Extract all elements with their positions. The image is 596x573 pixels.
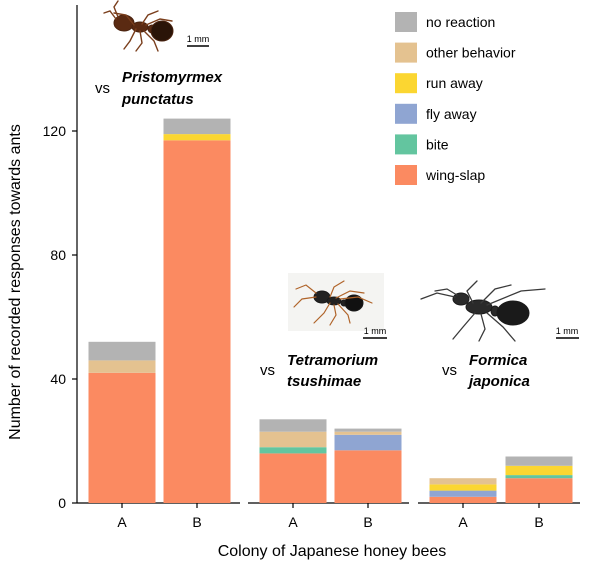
legend: no reaction other behavior run away fly awa… (395, 12, 516, 185)
legend-swatch (395, 165, 417, 185)
bar-segment-fly-away (334, 434, 402, 451)
x-category-label: B (363, 514, 372, 530)
y-axis-title: Number of recorded responses towards ant… (7, 124, 24, 440)
y-tick-label: 0 (58, 495, 66, 511)
species-2-line1: Tetramorium (287, 352, 378, 369)
legend-label: no reaction (426, 14, 495, 30)
bar-segment-other-behavior (334, 431, 402, 435)
legend-label: bite (426, 136, 449, 152)
species-1-line2: punctatus (121, 91, 194, 108)
vs-label-3: vs (442, 362, 457, 379)
ant-image-tetramorium (288, 273, 384, 331)
bar-segment-other-behavior (259, 431, 327, 448)
y-tick-label: 120 (43, 123, 67, 139)
bar-segment-no-reaction (88, 341, 156, 361)
bar-segment-wing-slap (429, 496, 497, 503)
legend-label: other behavior (426, 45, 516, 61)
x-category-label: B (192, 514, 201, 530)
legend-label: fly away (426, 106, 477, 122)
x-category-label: A (117, 514, 127, 530)
bar-segment-wing-slap (88, 372, 156, 503)
legend-label: wing-slap (425, 167, 485, 183)
bar-segment-run-away (163, 134, 231, 141)
x-axis-title: Colony of Japanese honey bees (218, 543, 447, 560)
ant-image-pristomyrmex (103, 0, 174, 52)
bar-segment-wing-slap (334, 450, 402, 503)
bar-segment-no-reaction (334, 428, 402, 432)
scale-bar-2: 1 mm (363, 326, 387, 339)
bars (88, 118, 573, 504)
legend-swatch (395, 12, 417, 32)
vs-label-1: vs (95, 80, 110, 97)
scale-bar-3: 1 mm (556, 326, 579, 339)
bar-segment-other-behavior (88, 360, 156, 373)
y-tick-label: 80 (50, 247, 66, 263)
species-3-line1: Formica (469, 352, 527, 369)
bar-segment-other-behavior (429, 478, 497, 485)
legend-swatch (395, 42, 417, 63)
y-ticks: 0 40 80 120 (43, 123, 77, 511)
species-2-line2: tsushimae (287, 373, 361, 390)
x-category-label: A (288, 514, 298, 530)
scale-label-2: 1 mm (364, 326, 387, 336)
bar-segment-no-reaction (163, 118, 231, 135)
scale-label-1: 1 mm (187, 34, 210, 44)
x-category-label: A (458, 514, 468, 530)
scale-label-3: 1 mm (556, 326, 579, 336)
legend-swatch (395, 73, 417, 94)
bar-segment-no-reaction (259, 419, 327, 432)
bar-segment-wing-slap (259, 453, 327, 503)
legend-swatch (395, 103, 417, 124)
bar-segment-wing-slap (163, 140, 231, 504)
species-1-line1: Pristomyrmex (122, 69, 223, 86)
bar-segment-bite (505, 475, 573, 479)
bar-segment-no-reaction (505, 456, 573, 466)
legend-label: run away (426, 75, 483, 91)
bar-segment-run-away (505, 465, 573, 476)
y-tick-label: 40 (50, 371, 66, 387)
ant-image-formica (420, 280, 546, 342)
legend-swatch (395, 134, 417, 155)
scale-bar-1: 1 mm (187, 34, 210, 47)
bar-segment-fly-away (429, 490, 497, 497)
x-category-label: B (534, 514, 543, 530)
species-3-line2: japonica (467, 373, 530, 390)
bar-segment-run-away (429, 484, 497, 491)
bar-segment-bite (259, 447, 327, 454)
vs-label-2: vs (260, 362, 275, 379)
bar-segment-wing-slap (505, 478, 573, 503)
